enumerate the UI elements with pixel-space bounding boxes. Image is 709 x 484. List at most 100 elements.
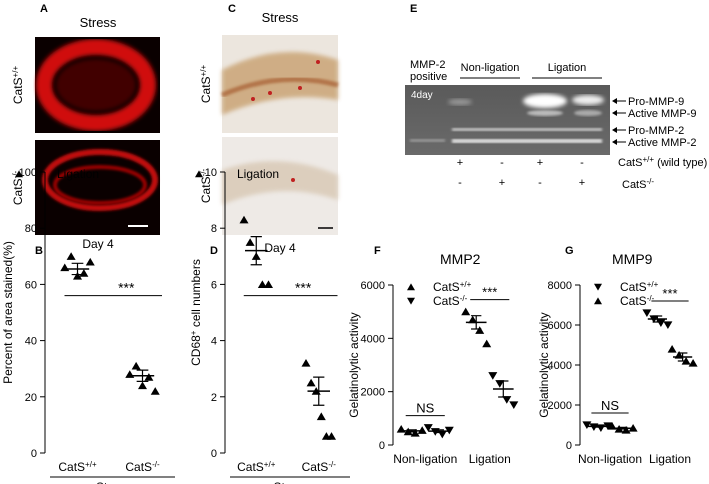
- band-arrowhead: [612, 98, 617, 104]
- panel-title: Stress: [262, 10, 299, 25]
- data-point: [495, 380, 505, 388]
- band-arrowhead: [612, 139, 617, 145]
- data-point: [642, 309, 652, 318]
- data-point: [60, 263, 70, 272]
- x-tick-label: CatS-/-: [302, 460, 337, 475]
- error-bar: [652, 315, 663, 323]
- error-bar: [433, 429, 444, 434]
- panel-letter: C: [228, 3, 236, 15]
- genotype-label-base: CatS: [618, 157, 642, 169]
- row-label-base: CatS: [199, 176, 213, 203]
- data-point: [603, 422, 613, 431]
- y-tick-label: 0: [566, 440, 572, 452]
- data-point: [502, 396, 512, 404]
- y-axis-label-sup: +: [189, 330, 198, 335]
- error-bar: [592, 425, 603, 428]
- error-bar: [617, 426, 628, 430]
- significance-label: NS: [601, 398, 619, 413]
- data-point: [85, 257, 95, 266]
- chart-title: MMP2: [440, 251, 481, 267]
- data-point: [327, 432, 337, 440]
- panel-letter: E: [410, 3, 417, 15]
- y-tick-label: 4000: [548, 360, 572, 372]
- data-point: [621, 425, 631, 434]
- panel-title: Stress: [80, 15, 117, 30]
- significance-label: ***: [118, 280, 135, 296]
- y-axis-label: CD68+ cell numbers: [189, 259, 204, 366]
- row-label-base: CatS: [11, 77, 25, 104]
- row-label: CatS+/+: [11, 66, 26, 105]
- row-label-base: CatS: [199, 76, 213, 103]
- genotype-sign: +: [499, 177, 505, 189]
- x-tick-label-sup: +/+: [264, 460, 276, 469]
- data-point: [79, 269, 89, 277]
- y-tick-label: 4: [211, 336, 217, 348]
- y-axis-label: Gelatinolytic activity: [347, 312, 361, 417]
- genotype-sign: -: [500, 157, 504, 169]
- y-tick-label: 2000: [548, 400, 572, 412]
- y-tick-label: 100: [19, 167, 37, 179]
- data-point: [667, 344, 677, 353]
- y-tick-label: 4000: [361, 333, 385, 345]
- error-bar: [136, 369, 149, 382]
- lane-group-label: Ligation: [548, 62, 587, 74]
- y-tick-label: 40: [25, 336, 37, 348]
- blot-image: [405, 77, 610, 155]
- error-bar: [313, 376, 325, 406]
- error-bar: [71, 262, 84, 276]
- legend-label: Ligation: [57, 167, 99, 181]
- x-tick-label: CatS+/+: [58, 460, 97, 475]
- data-point: [656, 319, 666, 328]
- legend-label-base: CatS: [433, 294, 460, 308]
- data-point: [239, 215, 249, 224]
- data-point: [509, 401, 519, 410]
- legend-marker: [195, 170, 203, 178]
- error-bar: [498, 380, 509, 398]
- lane-group-label: Non-ligation: [461, 62, 520, 74]
- genotype-label-base: CatS: [622, 179, 646, 191]
- genotype-label: CatS-/-: [622, 177, 654, 192]
- x-tick-label-sup: -/-: [328, 460, 336, 469]
- legend-marker: [594, 297, 602, 305]
- data-point: [423, 424, 433, 432]
- x-tick-label-base: CatS: [125, 460, 152, 474]
- row-label: CatS+/+: [199, 65, 214, 104]
- band-label: Active MMP-9: [628, 108, 696, 120]
- data-point: [131, 361, 141, 370]
- panel-letter: D: [210, 245, 218, 257]
- data-point: [628, 423, 638, 432]
- y-tick-label: 60: [25, 279, 37, 291]
- lane-label: positive: [410, 71, 447, 83]
- genotype-sign: +: [457, 157, 463, 169]
- panel-letter: G: [565, 245, 574, 257]
- panel-caption: Day 4: [264, 241, 296, 255]
- data-point: [410, 428, 420, 437]
- y-tick-label: 20: [25, 392, 37, 404]
- panel-caption: Day 4: [82, 237, 114, 251]
- x-tick-label: Ligation: [469, 452, 511, 466]
- y-axis-label: Percent of area stained(%): [1, 241, 15, 384]
- group-label: Stress: [96, 480, 130, 484]
- error-bar: [250, 236, 262, 266]
- row-label: CatS-/-: [199, 169, 214, 204]
- legend-label-sup: +/+: [647, 280, 659, 289]
- legend-label: CatS-/-: [620, 294, 655, 309]
- legend-label-sup: -/-: [460, 294, 468, 303]
- fluorescence-images: [35, 37, 160, 235]
- data-point: [306, 378, 316, 387]
- genotype-sign: +: [537, 157, 543, 169]
- significance-label: ***: [662, 286, 677, 301]
- data-point: [582, 421, 592, 430]
- significance-label: ***: [295, 280, 312, 296]
- x-tick-label-sup: +/+: [85, 460, 97, 469]
- x-tick-label-sup: -/-: [152, 460, 160, 469]
- y-tick-label: 6: [211, 279, 217, 291]
- data-point: [125, 370, 135, 378]
- data-point: [444, 426, 454, 435]
- row-label-sup: +/+: [11, 66, 20, 78]
- data-point: [461, 307, 471, 316]
- band-arrowhead: [612, 127, 617, 133]
- legend-label-sup: -/-: [647, 294, 655, 303]
- lane-label: MMP-2: [410, 59, 445, 71]
- data-point: [417, 426, 427, 434]
